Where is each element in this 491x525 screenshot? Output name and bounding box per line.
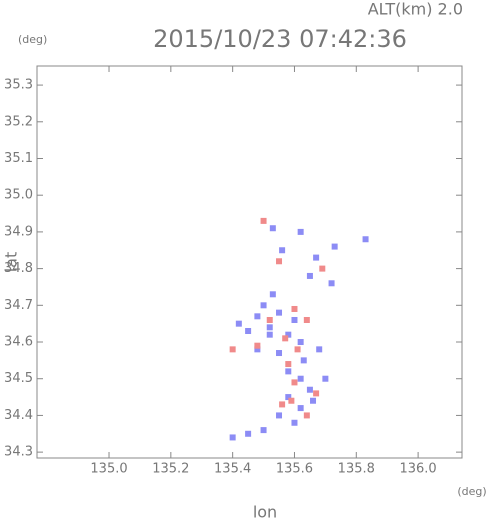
echo-cell: [276, 309, 283, 316]
echo-cell: [291, 379, 298, 386]
x-tick-label: 135.8: [338, 462, 375, 477]
echo-cell: [291, 316, 298, 323]
echo-cell: [291, 305, 298, 312]
echo-cell: [297, 405, 304, 412]
echo-cell: [288, 397, 295, 404]
echo-cell: [245, 328, 252, 335]
y-tick-label: 34.3: [4, 445, 33, 460]
echo-cell: [229, 346, 236, 353]
y-tick-label: 34.4: [4, 408, 33, 423]
x-tick-label: 135.0: [90, 462, 127, 477]
echo-cell: [303, 316, 310, 323]
echo-cell: [313, 390, 320, 397]
echo-cell: [229, 434, 236, 441]
y-tick-label: 35.1: [4, 151, 33, 166]
chart-title: 2015/10/23 07:42:36: [153, 25, 407, 53]
x-unit: (deg): [457, 485, 486, 498]
echo-cell: [266, 316, 273, 323]
echo-cell: [319, 265, 326, 272]
x-tick-label: 136.0: [399, 462, 436, 477]
echo-cell: [260, 302, 267, 309]
echo-cell: [254, 346, 261, 353]
echo-cell: [276, 412, 283, 419]
echo-cell: [285, 368, 292, 375]
echo-cell: [300, 357, 307, 364]
y-unit: (deg): [18, 33, 47, 46]
echo-cell: [285, 394, 292, 401]
echo-cell: [276, 350, 283, 357]
echo-cell: [322, 375, 329, 382]
echo-cell: [279, 401, 286, 408]
echo-cell: [310, 397, 317, 404]
echo-cell: [285, 331, 292, 338]
echo-cell: [313, 254, 320, 261]
y-tick-label: 35.2: [4, 114, 33, 129]
echo-cell: [269, 225, 276, 232]
echo-cell: [279, 247, 286, 254]
echo-cell: [306, 272, 313, 279]
echo-cell: [331, 243, 338, 250]
echo-cell: [297, 228, 304, 235]
echo-cell: [294, 346, 301, 353]
echo-cell: [291, 419, 298, 426]
x-tick-label: 135.4: [214, 462, 251, 477]
annotation: ALT(km) 2.0: [368, 0, 463, 19]
echo-cell: [260, 427, 267, 434]
x-tick-label: 135.2: [152, 462, 189, 477]
echo-cell: [285, 361, 292, 368]
echo-cell: [297, 339, 304, 346]
echo-cell: [316, 346, 323, 353]
echo-cell: [235, 320, 242, 327]
echo-cell: [254, 342, 261, 349]
y-tick-label: 35.3: [4, 78, 33, 93]
echo-cell: [269, 291, 276, 298]
echo-cell: [282, 335, 289, 342]
echo-cell: [306, 386, 313, 393]
echo-cell: [266, 331, 273, 338]
echo-cell: [303, 412, 310, 419]
y-tick-label: 34.6: [4, 335, 33, 350]
y-tick-label: 34.7: [4, 298, 33, 313]
x-axis-label: lon: [253, 503, 277, 522]
echo-cell: [245, 430, 252, 437]
y-axis-label: lat: [2, 252, 21, 273]
y-tick-label: 34.9: [4, 224, 33, 239]
y-tick-label: 34.8: [4, 261, 33, 276]
echo-cell: [297, 375, 304, 382]
x-tick-label: 135.6: [276, 462, 313, 477]
echo-cell: [254, 313, 261, 320]
echo-cell: [276, 258, 283, 265]
echo-cell: [328, 280, 335, 287]
echo-cell: [260, 217, 267, 224]
y-tick-label: 34.5: [4, 371, 33, 386]
plot-frame: [36, 65, 463, 459]
echo-cell: [266, 324, 273, 331]
echo-cell: [362, 236, 369, 243]
y-tick-label: 35.0: [4, 188, 33, 203]
